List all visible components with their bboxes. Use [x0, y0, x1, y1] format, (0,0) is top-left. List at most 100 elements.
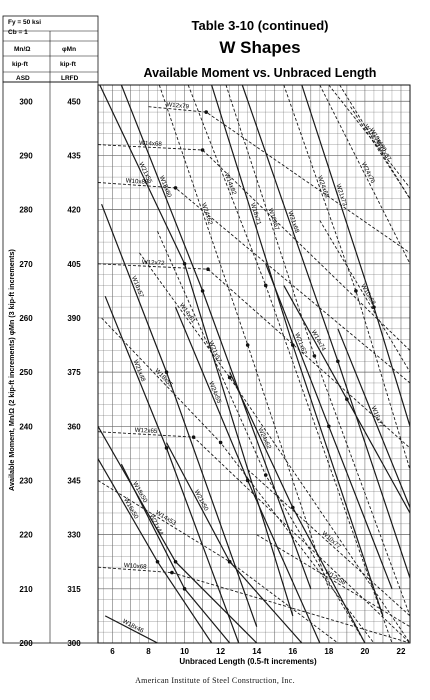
series-line-w16x77 [337, 328, 410, 508]
series-point [173, 186, 178, 190]
series-point [170, 570, 174, 575]
series-point [200, 289, 205, 293]
y-tick-asd: 240 [19, 422, 33, 431]
y-tick-lrfd: 330 [67, 531, 81, 540]
x-tick: 10 [180, 647, 189, 656]
y-tick-lrfd: 300 [67, 639, 81, 648]
series-point [263, 283, 268, 288]
series-point [206, 267, 210, 271]
series-label: W10x68 [124, 562, 148, 571]
series-label: W21x73 [334, 183, 348, 207]
y-tick-lrfd: 435 [67, 151, 81, 160]
y-tick-asd: 280 [19, 206, 33, 215]
series-line-w14x82 [187, 85, 393, 643]
series-label: W14x82 [223, 172, 238, 196]
series-line-w10x68b [98, 566, 410, 643]
series-label: W14x61 [178, 302, 197, 325]
series-point [290, 343, 295, 347]
series-label: W24x68 [316, 175, 330, 199]
asd-col-header: Mn/Ω [14, 46, 30, 53]
series-point [345, 397, 349, 402]
series-line-w24x68 [283, 85, 410, 470]
series-line-w24x76 [319, 85, 410, 265]
table-number: Table 3-10 (continued) [192, 18, 329, 33]
series-point [182, 587, 187, 591]
key-box: Fy = 50 ksi Cb = 1 Mn/Ω φMn kip-ft kip-f… [2, 15, 99, 83]
y-tick-asd: 200 [19, 639, 33, 648]
fy-label: Fy = 50 ksi [8, 19, 41, 26]
series-point [245, 343, 250, 347]
series-line-w12x65 [98, 431, 410, 643]
series-line-w12x58 [256, 534, 410, 628]
plot-frame [97, 84, 411, 644]
series-point [200, 148, 205, 152]
series-line-w18x46 [104, 615, 158, 643]
series-line-w21x50 [165, 442, 303, 643]
y-axis-label: Available Moment, Mn/Ω (2 kip-ft increme… [7, 248, 16, 490]
y-tick-lrfd: 315 [67, 585, 81, 594]
series-point [245, 478, 250, 483]
series-point [372, 305, 376, 309]
y-tick-asd: 300 [19, 97, 33, 106]
y-tick-asd: 220 [19, 531, 33, 540]
y-tick-asd: 270 [19, 260, 33, 269]
series-line-w14x61 [139, 252, 410, 643]
y-tick-asd: 250 [19, 368, 33, 377]
asd-label: ASD [16, 75, 30, 82]
series-label: W16x57 [130, 275, 145, 299]
series-label: W10x68 [359, 283, 377, 307]
tick-column-frame [2, 81, 99, 644]
series-point [227, 559, 232, 564]
series-label: W14x68 [139, 140, 163, 148]
series-label: W10x77 [320, 530, 342, 551]
lrfd-col-header: φMn [62, 46, 76, 53]
lrfd-unit: kip-ft [60, 61, 77, 68]
series-line-w14x68 [98, 144, 410, 351]
y-tick-asd: 210 [19, 585, 33, 594]
series-point [164, 370, 169, 374]
series-point [263, 473, 268, 477]
asd-unit: kip-ft [12, 61, 29, 68]
series-point [155, 559, 160, 564]
series-line-w24x62 [158, 85, 330, 589]
series-line-w12x87 [350, 106, 410, 200]
series-point [354, 289, 358, 293]
series-point [191, 435, 196, 439]
series-line-w14x53 [98, 480, 339, 643]
series-line-w10x68 [319, 220, 410, 373]
series-label: W24x62 [200, 202, 214, 226]
y-tick-lrfd: 345 [67, 476, 81, 485]
series-label: W10x88 [125, 177, 149, 186]
series-label: W24x55 [207, 381, 222, 405]
series-point [290, 505, 295, 510]
x-tick: 14 [252, 647, 261, 656]
series-line-w16x50 [98, 458, 213, 643]
series-point [336, 359, 340, 364]
series-line-w10x77 [247, 469, 410, 617]
series-point [327, 424, 331, 429]
series-line-w18x76 [328, 85, 410, 189]
x-axis-label: Unbraced Length (0.5-ft increments) [179, 657, 317, 666]
cb-label: Cb = 1 [8, 29, 28, 36]
series-label: W12x72 [142, 259, 166, 267]
y-tick-lrfd: 360 [67, 422, 81, 431]
plot-area: 300 450 290 435 280 420 270 405 260 390 250 375 240 3… [2, 81, 411, 656]
x-tick: 12 [216, 647, 225, 656]
y-tick-lrfd: 405 [67, 260, 81, 269]
series-point [218, 440, 223, 445]
series-label: W18x55 [153, 367, 174, 389]
x-tick: 8 [146, 647, 151, 656]
y-tick-lrfd: 375 [67, 368, 81, 377]
series-label: W12x79 [166, 101, 190, 110]
shapes-title: W Shapes [219, 38, 300, 57]
y-tick-lrfd: 390 [67, 314, 81, 323]
series-point [182, 261, 187, 266]
series-point [173, 559, 178, 564]
series-label: W21x68 [286, 210, 300, 234]
x-tick: 22 [397, 647, 406, 656]
footer-publisher: American Institute of Steel Construction… [135, 676, 295, 685]
x-tick: 6 [110, 647, 115, 656]
y-tick-asd: 290 [19, 151, 33, 160]
y-tick-lrfd: 450 [67, 97, 81, 106]
